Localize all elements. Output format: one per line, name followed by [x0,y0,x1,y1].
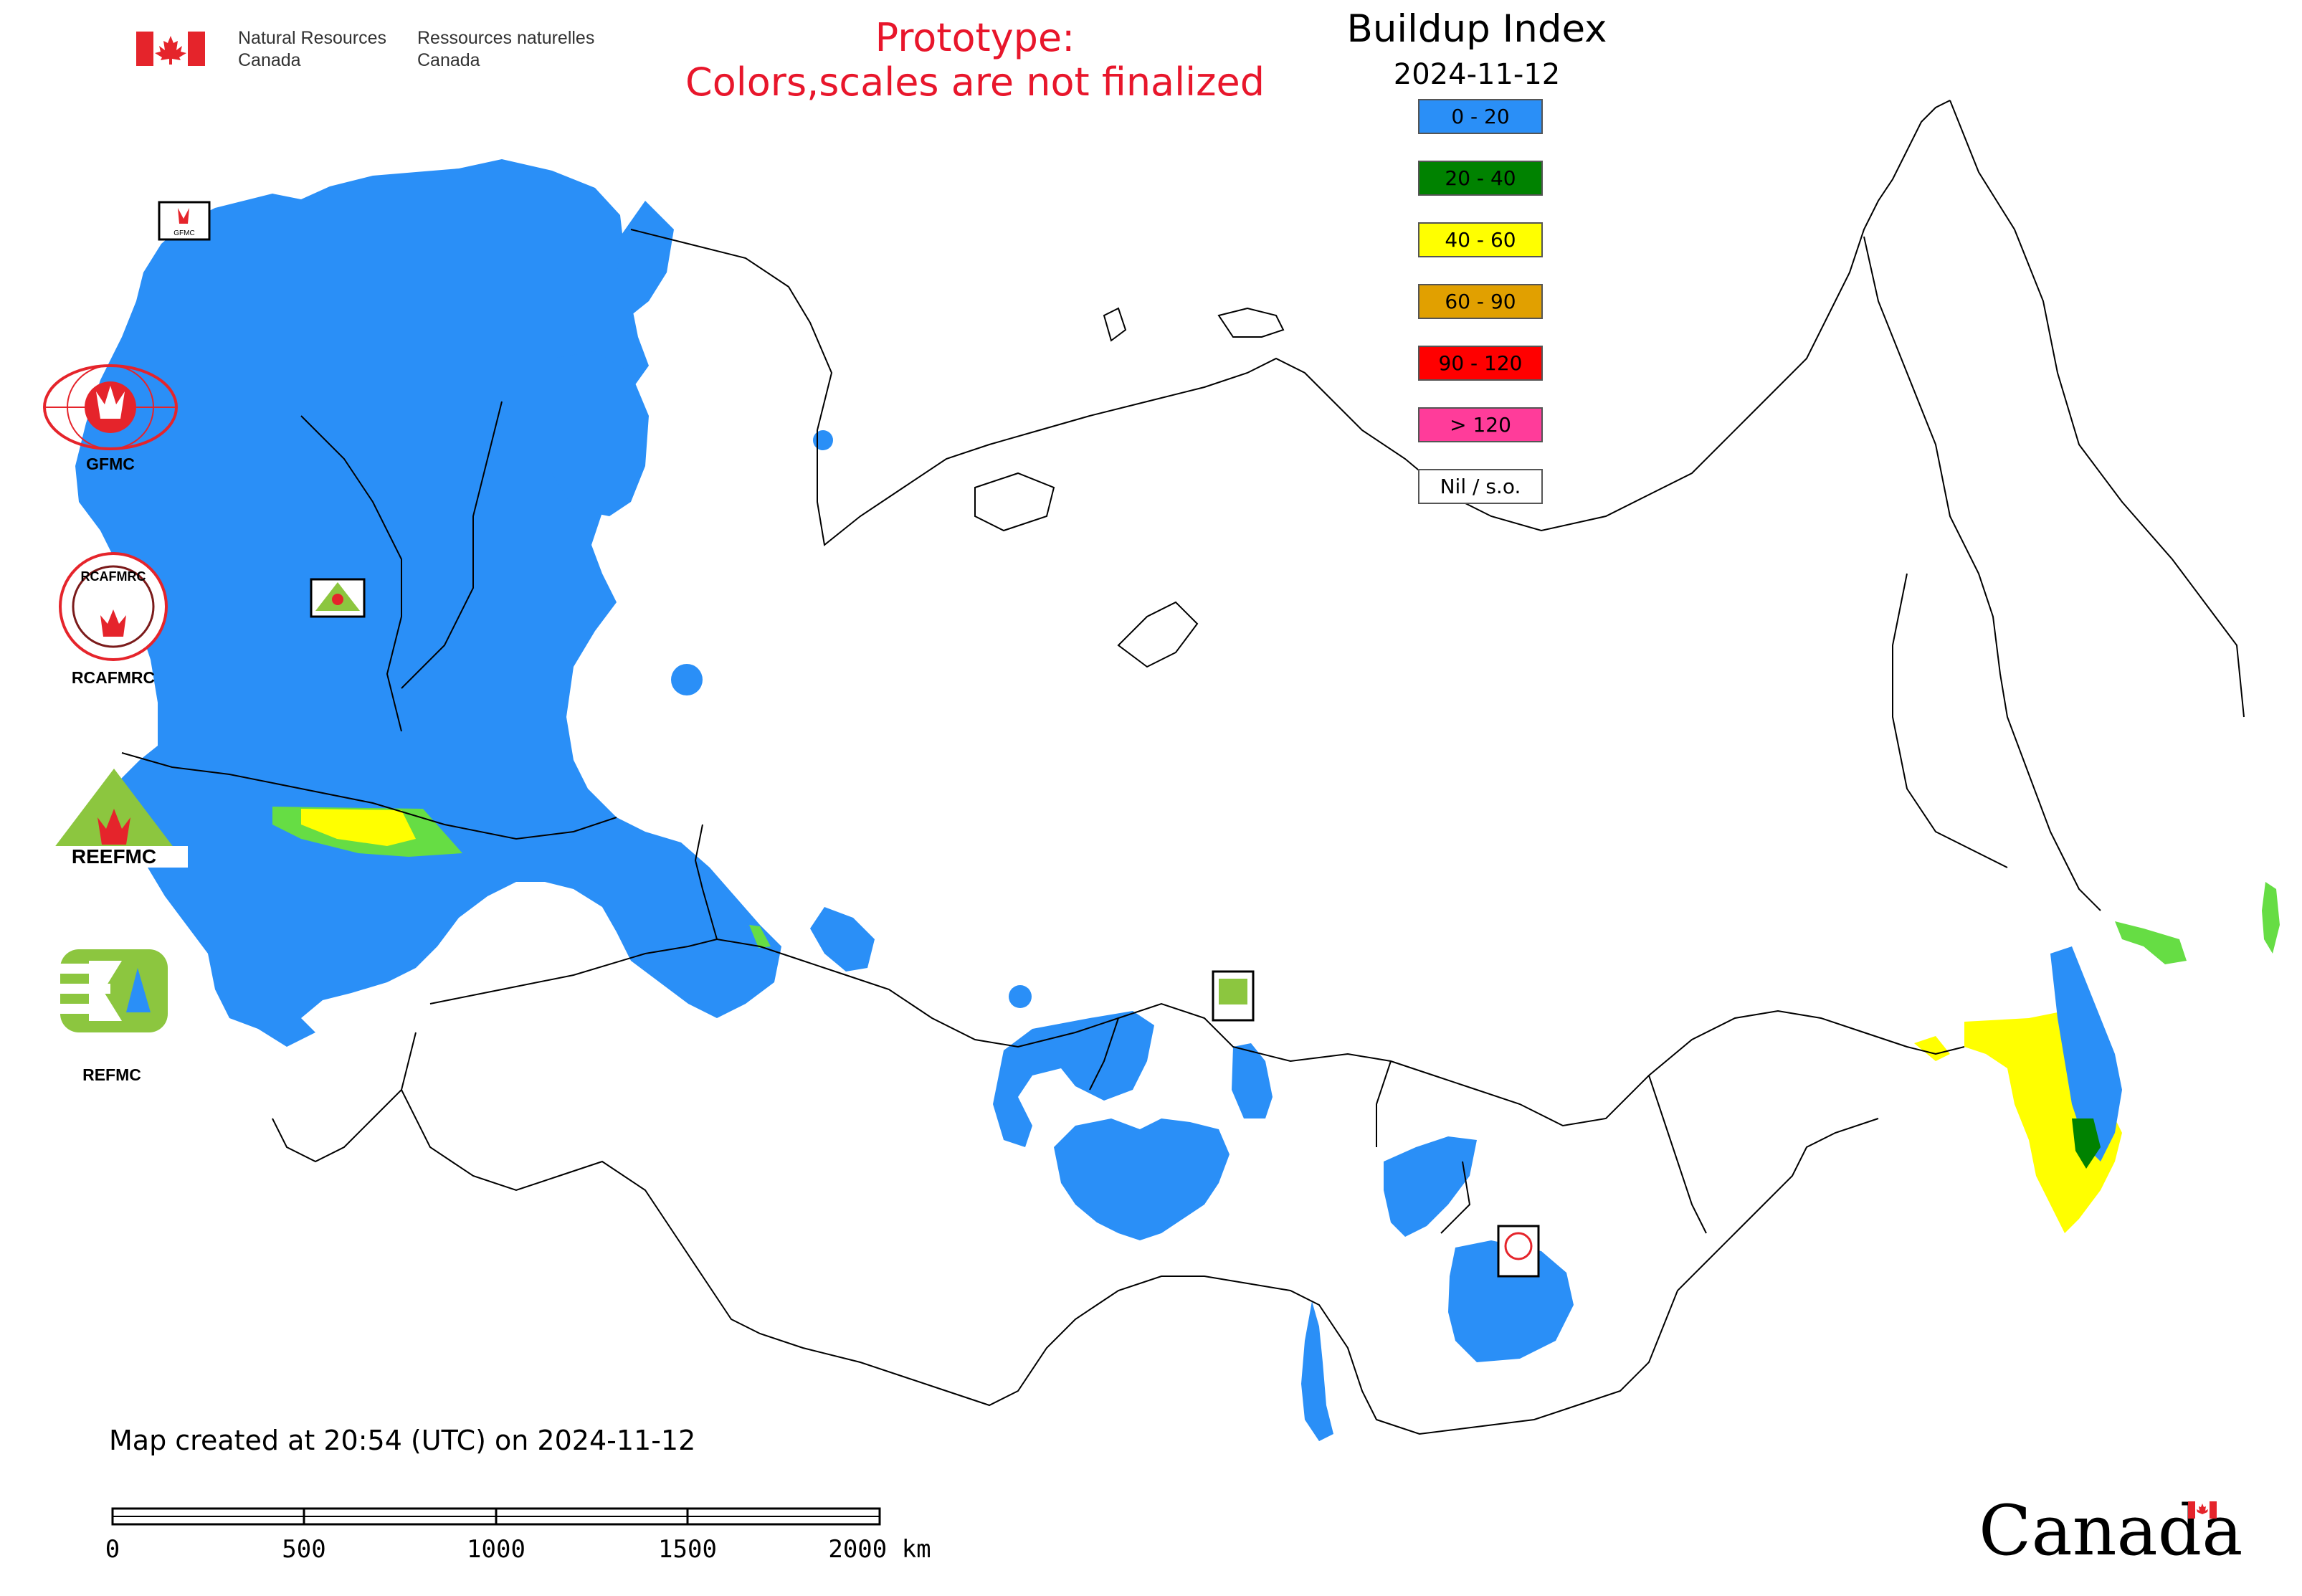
far-east-region [1914,882,2280,1233]
small-logo-label: GFMC [173,229,194,237]
legend-item-nil: Nil / s.o. [1418,469,1543,504]
legend-label: > 120 [1450,413,1511,437]
scale-bar: 0 500 1000 1500 2000 km [105,1507,931,1564]
map-created-note: Map created at 20:54 (UTC) on 2024-11-12 [109,1425,696,1456]
small-logo-markers: GFMC [158,201,1540,1278]
gfmc-label: GFMC [86,455,135,473]
canada-wordmark-text: Canada [1979,1491,2243,1571]
refmc-logo [60,949,168,1032]
legend-item-40-60: 40 - 60 [1418,222,1543,257]
legend-label: Nil / s.o. [1440,475,1521,498]
legend-label: 0 - 20 [1451,105,1510,128]
legend-label: 40 - 60 [1445,228,1516,252]
map-date: 2024-11-12 [1393,58,1561,91]
nrcan-name-fr: Ressources naturelles Canada [417,27,594,72]
nrcan-en-line2: Canada [238,50,301,70]
legend-item-90-120: 90 - 120 [1418,346,1543,381]
blue-region-europe [75,159,1574,1441]
legend-item-0-20: 0 - 20 [1418,99,1543,134]
green-yellow-strip [272,807,771,948]
basemap-coastlines [630,100,2245,911]
legend-label: 60 - 90 [1445,290,1516,313]
nrcan-en-line1: Natural Resources [238,28,387,48]
refmc-label: REFMC [82,1065,141,1084]
legend-item-over-120: > 120 [1418,407,1543,442]
reefmc-logo-text: REEFMC [72,845,156,868]
prototype-line1: Prototype: [875,15,1075,60]
rcafmrc-logo: RCAFMRC [59,552,168,661]
nrcan-fr-line2: Canada [417,50,480,70]
canada-wordmark: Canada [1979,1491,2242,1570]
scale-tick-1000: 1000 [467,1535,525,1564]
rcafmrc-label: RCAFMRC [71,668,156,687]
wordmark-flag-icon [2188,1501,2217,1519]
basemap-borders [121,401,1965,1435]
canada-flag-icon [136,32,205,66]
prototype-line2: Colors,scales are not finalized [685,60,1265,105]
scale-tick-0: 0 [105,1535,120,1564]
rcafmrc-logo-text: RCAFMRC [81,569,146,584]
gfmc-logo [43,364,178,450]
scale-tick-1500: 1500 [658,1535,717,1564]
legend-label: 20 - 40 [1445,166,1516,190]
reefmc-logo: REEFMC [40,769,188,868]
scale-tick-2000: 2000 km [828,1535,931,1564]
prototype-notice: Prototype: Colors,scales are not finaliz… [645,16,1305,105]
nrcan-name-en: Natural Resources Canada [238,27,386,72]
map-title: Buildup Index [1346,7,1607,51]
legend-label: 90 - 120 [1438,351,1523,375]
legend-item-60-90: 60 - 90 [1418,284,1543,319]
nrcan-fr-line1: Ressources naturelles [417,28,595,48]
legend-item-20-40: 20 - 40 [1418,161,1543,196]
scale-tick-500: 500 [282,1535,325,1564]
